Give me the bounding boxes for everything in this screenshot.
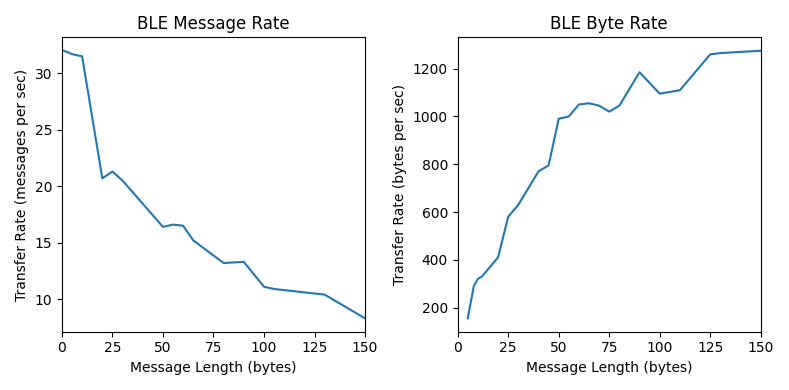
X-axis label: Message Length (bytes): Message Length (bytes) bbox=[526, 361, 693, 375]
Title: BLE Message Rate: BLE Message Rate bbox=[137, 15, 290, 33]
Y-axis label: Transfer Rate (bytes per sec): Transfer Rate (bytes per sec) bbox=[393, 84, 407, 285]
X-axis label: Message Length (bytes): Message Length (bytes) bbox=[130, 361, 297, 375]
Title: BLE Byte Rate: BLE Byte Rate bbox=[551, 15, 668, 33]
Y-axis label: Transfer Rate (messages per sec): Transfer Rate (messages per sec) bbox=[15, 69, 29, 301]
